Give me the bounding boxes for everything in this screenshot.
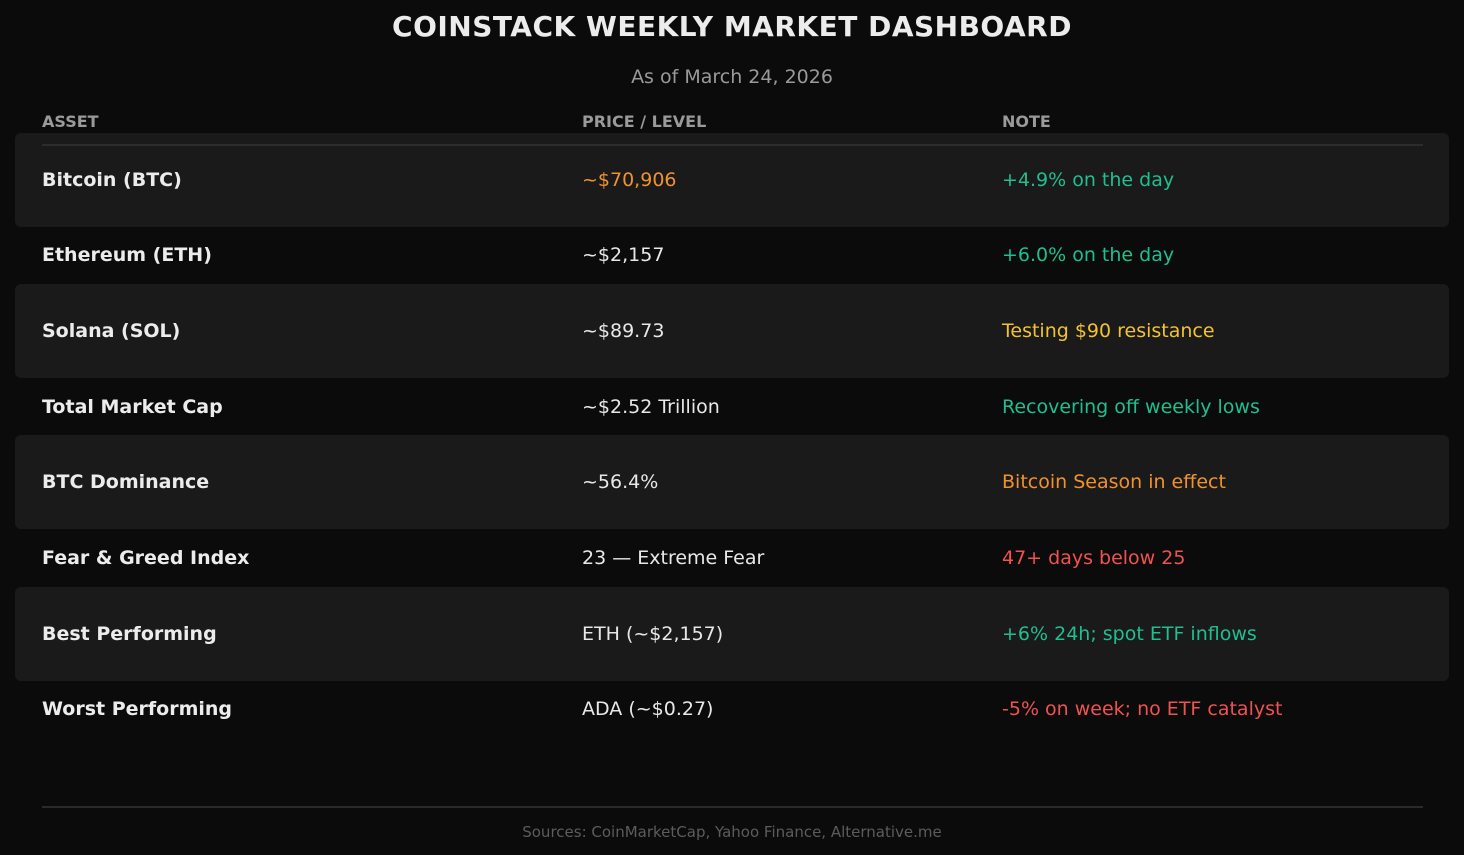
sources-footer: Sources: CoinMarketCap, Yahoo Finance, A… bbox=[522, 823, 942, 841]
row-asset: BTC Dominance bbox=[42, 471, 210, 493]
row-note: Testing $90 resistance bbox=[1002, 320, 1215, 342]
header-divider bbox=[42, 144, 1423, 146]
table-row: Worst Performing ADA (~$0.27) -5% on week;… bbox=[15, 684, 1449, 734]
row-note: -5% on week; no ETF catalyst bbox=[1002, 698, 1283, 720]
row-price: ~$70,906 bbox=[582, 169, 677, 191]
table-row: Fear & Greed Index 23 — Extreme Fear 47+ d… bbox=[15, 533, 1449, 583]
header-asset: ASSET bbox=[42, 112, 99, 131]
footer-divider bbox=[42, 806, 1423, 808]
table-row: BTC Dominance ~56.4% Bitcoin Season in eff… bbox=[15, 435, 1449, 529]
row-asset: Worst Performing bbox=[42, 698, 233, 720]
row-price: ADA (~$0.27) bbox=[582, 698, 714, 720]
table-row: Best Performing ETH (~$2,157) +6% 24h; spo… bbox=[15, 587, 1449, 681]
page-subtitle: As of March 24, 2026 bbox=[631, 66, 833, 88]
row-asset: Bitcoin (BTC) bbox=[42, 169, 182, 191]
row-note: Bitcoin Season in effect bbox=[1002, 471, 1226, 493]
row-price: 23 — Extreme Fear bbox=[582, 547, 765, 569]
table-row: Solana (SOL) ~$89.73 Testing $90 resistanc… bbox=[15, 284, 1449, 378]
row-price: ~$2,157 bbox=[582, 244, 665, 266]
table-row: Total Market Cap ~$2.52 Trillion Recoverin… bbox=[15, 382, 1449, 432]
row-asset: Best Performing bbox=[42, 623, 217, 645]
header-note: NOTE bbox=[1002, 112, 1051, 131]
table-header: ASSET PRICE / LEVEL NOTE bbox=[0, 112, 1464, 134]
page-title: COINSTACK WEEKLY MARKET DASHBOARD bbox=[392, 10, 1072, 43]
row-note: Recovering off weekly lows bbox=[1002, 396, 1260, 418]
row-asset: Ethereum (ETH) bbox=[42, 244, 212, 266]
row-price: ~$2.52 Trillion bbox=[582, 396, 720, 418]
header-price: PRICE / LEVEL bbox=[582, 112, 707, 131]
row-price: ETH (~$2,157) bbox=[582, 623, 724, 645]
row-asset: Solana (SOL) bbox=[42, 320, 181, 342]
row-note: +6% 24h; spot ETF inflows bbox=[1002, 623, 1257, 645]
table-row: Bitcoin (BTC) ~$70,906 +4.9% on the day bbox=[15, 133, 1449, 227]
row-note: +4.9% on the day bbox=[1002, 169, 1175, 191]
row-note: 47+ days below 25 bbox=[1002, 547, 1186, 569]
table-row: Ethereum (ETH) ~$2,157 +6.0% on the day bbox=[15, 230, 1449, 280]
row-note: +6.0% on the day bbox=[1002, 244, 1175, 266]
row-price: ~56.4% bbox=[582, 471, 659, 493]
row-asset: Total Market Cap bbox=[42, 396, 223, 418]
row-price: ~$89.73 bbox=[582, 320, 665, 342]
row-asset: Fear & Greed Index bbox=[42, 547, 250, 569]
